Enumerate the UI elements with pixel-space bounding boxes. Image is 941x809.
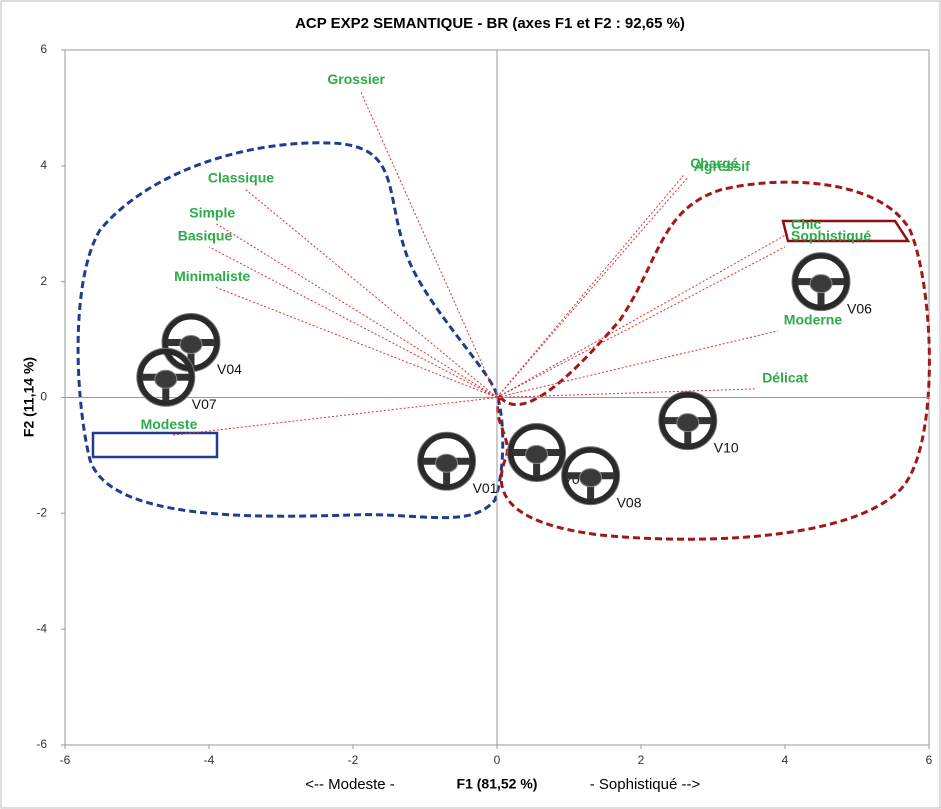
steering-wheel: [507, 423, 567, 483]
variable-label: Agressif: [694, 158, 750, 174]
wheel-hub: [179, 334, 203, 354]
variable-label: Modeste: [141, 416, 198, 432]
variable-label: Chargé: [690, 155, 738, 171]
y-tick-label: -2: [36, 506, 47, 520]
observation-label: V07: [192, 396, 217, 412]
variable-vector: [496, 234, 786, 398]
wheel-rim-edge: [136, 347, 196, 407]
variable-vector: [215, 223, 498, 398]
observation-label: V10: [714, 439, 739, 455]
y-tick-label: 4: [40, 158, 47, 172]
wheel-rim: [658, 391, 717, 450]
x-tick-label: -6: [60, 753, 71, 767]
y-tick-label: -6: [36, 737, 47, 751]
x-axis-label-right: - Sophistiqué -->: [590, 776, 701, 793]
steering-wheel: [561, 446, 621, 506]
wheel-rim-edge: [507, 423, 567, 483]
observation-label: V01: [473, 480, 498, 496]
wheel-rim: [136, 348, 195, 407]
variable-label: Grossier: [327, 71, 385, 87]
wheel-hub: [579, 468, 603, 488]
wheel-hub: [809, 274, 833, 294]
x-tick-label: 4: [782, 753, 789, 767]
y-tick-label: -4: [36, 621, 47, 635]
variable-vector: [496, 330, 778, 398]
chart-title: ACP EXP2 SEMANTIQUE - BR (axes F1 et F2 …: [295, 15, 685, 32]
x-tick-label: 0: [494, 753, 501, 767]
variable-label: Chic: [791, 216, 822, 232]
variable-label: Classique: [208, 170, 274, 186]
variable-vector: [359, 90, 498, 398]
wheel-rim-edge: [658, 391, 718, 451]
variable-vector: [496, 174, 685, 398]
wheel-rim: [561, 446, 620, 505]
variable-vector: [496, 388, 757, 398]
highlight-box: [91, 431, 219, 459]
variable-label: Sophistiqué: [791, 228, 871, 244]
wheel-rim-edge: [417, 431, 477, 491]
steering-wheel: [791, 252, 851, 312]
steering-wheel: [136, 347, 196, 407]
wheel-hub: [525, 445, 549, 465]
variable-label: Simple: [189, 204, 235, 220]
highlight-box: [781, 219, 911, 243]
variable-vector: [244, 188, 498, 398]
observation-label: V04: [217, 361, 242, 377]
cluster-modeste: [76, 141, 505, 520]
wheel-hub: [154, 369, 178, 389]
steering-wheel: [417, 431, 477, 491]
cluster-sophistique: [496, 180, 931, 541]
x-tick-label: -2: [348, 753, 359, 767]
steering-wheel: [658, 391, 718, 451]
variable-label: Minimaliste: [174, 268, 250, 284]
y-tick-label: 6: [40, 42, 47, 56]
wheel-hub: [435, 453, 459, 473]
x-tick-label: -4: [204, 753, 215, 767]
variable-label: Délicat: [762, 370, 808, 386]
wheel-rim-edge: [561, 446, 621, 506]
y-axis-label: F2 (11,14 %): [21, 357, 37, 437]
x-tick-label: 6: [926, 753, 933, 767]
y-tick-label: 0: [40, 390, 47, 404]
wheel-rim: [507, 423, 566, 482]
wheel-rim: [792, 252, 850, 311]
variable-label: Basique: [178, 228, 233, 244]
observation-label: V06: [847, 300, 872, 316]
observation-label: V08: [617, 494, 642, 510]
x-tick-label: 2: [638, 753, 645, 767]
x-axis-label-left: <-- Modeste -: [305, 776, 395, 793]
wheel-rim: [417, 432, 476, 491]
variable-vector: [496, 177, 689, 398]
x-axis-label: F1 (81,52 %): [457, 776, 538, 792]
variable-label: Moderne: [784, 312, 843, 328]
y-tick-label: 2: [40, 274, 47, 288]
wheel-hub: [676, 413, 700, 433]
wheel-rim-edge: [791, 252, 851, 312]
